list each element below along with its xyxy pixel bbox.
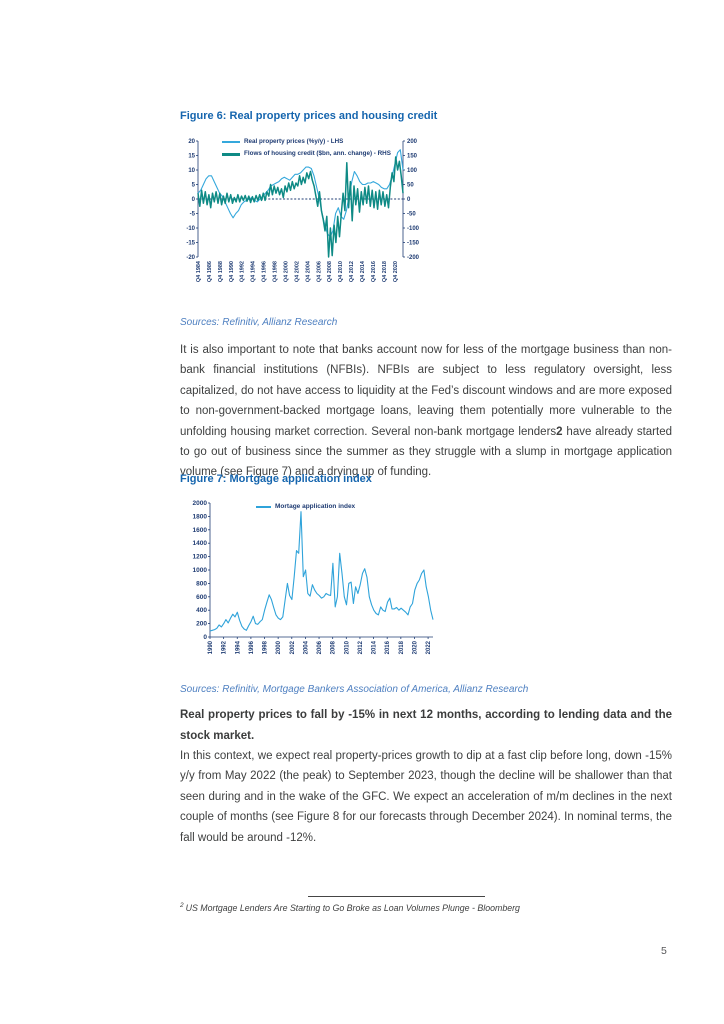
footnote-divider [308, 896, 485, 897]
svg-text:Q4 2016: Q4 2016 [371, 261, 377, 282]
svg-text:Q4 2002: Q4 2002 [294, 261, 300, 282]
svg-text:2016: 2016 [385, 640, 391, 654]
figure7-title: Figure 7: Mortgage application index [180, 473, 372, 485]
svg-text:2000: 2000 [276, 640, 282, 654]
footnote-text: US Mortgage Lenders Are Starting to Go B… [185, 902, 520, 913]
legend-swatch-housing-credit [222, 152, 240, 156]
svg-text:2020: 2020 [412, 640, 418, 654]
paragraph-nfbi: It is also important to note that banks … [180, 340, 672, 483]
svg-text:600: 600 [196, 594, 207, 601]
figure7-plot: 2000180016001400120010008006004002000199… [193, 500, 434, 654]
svg-text:200: 200 [407, 139, 418, 145]
svg-text:-10: -10 [186, 226, 195, 232]
svg-text:1996: 1996 [249, 640, 255, 654]
svg-text:1000: 1000 [193, 567, 208, 574]
svg-text:50: 50 [407, 183, 414, 189]
svg-text:-5: -5 [190, 212, 196, 218]
legend-label-property-prices: Real property prices (%y/y) - LHS [244, 138, 344, 145]
svg-text:2004: 2004 [303, 640, 309, 654]
svg-text:2006: 2006 [317, 640, 323, 654]
svg-text:1600: 1600 [193, 527, 208, 534]
legend-swatch-mortgage-index [256, 506, 271, 508]
section-heading: Real property prices to fall by -15% in … [180, 709, 672, 742]
svg-text:20: 20 [188, 139, 195, 145]
paragraph-nfbi-text-end: have already started to go out of busine… [180, 425, 672, 479]
svg-text:1994: 1994 [235, 640, 241, 654]
svg-text:Q4 2014: Q4 2014 [360, 260, 366, 282]
legend-item-property-prices: Real property prices (%y/y) - LHS [222, 137, 391, 147]
legend-label-housing-credit: Flows of housing credit ($bn, ann. chang… [244, 149, 391, 157]
figure6-sources: Sources: Refinitiv, Allianz Research [180, 317, 338, 328]
svg-text:1998: 1998 [263, 640, 269, 654]
svg-text:-100: -100 [407, 226, 420, 232]
svg-text:100: 100 [407, 168, 418, 174]
svg-text:2014: 2014 [372, 640, 378, 654]
svg-text:Q4 1984: Q4 1984 [196, 260, 202, 282]
svg-text:Q4 1990: Q4 1990 [229, 261, 235, 282]
figure7-chart: 2000 1800 1600 1400 1200 1000 800 600 400 200 0 199… [184, 498, 436, 670]
svg-text:400: 400 [196, 607, 207, 614]
svg-text:-15: -15 [186, 241, 195, 247]
svg-text:Q4 2012: Q4 2012 [349, 261, 355, 282]
svg-text:10: 10 [188, 168, 195, 174]
svg-text:2008: 2008 [331, 640, 337, 654]
svg-text:2012: 2012 [358, 640, 364, 654]
footnote-marker: 2 [180, 902, 184, 909]
svg-text:1400: 1400 [193, 540, 208, 547]
svg-text:1800: 1800 [193, 513, 208, 520]
svg-text:Q4 2000: Q4 2000 [283, 261, 289, 282]
svg-text:Q4 1988: Q4 1988 [218, 261, 224, 282]
legend-swatch-property-prices [222, 141, 240, 143]
legend-label-mortgage-index: Mortage application index [275, 503, 356, 510]
svg-text:Q4 1986: Q4 1986 [207, 261, 213, 282]
svg-text:Q4 1992: Q4 1992 [240, 261, 246, 282]
footnote-marker-inline: 2 [556, 425, 563, 438]
svg-text:2002: 2002 [290, 640, 296, 654]
svg-text:0: 0 [407, 197, 411, 203]
paragraph-forecast: In this context, we expect real property… [180, 750, 672, 844]
svg-text:Q4 2018: Q4 2018 [382, 261, 388, 282]
svg-text:-150: -150 [407, 241, 420, 247]
svg-text:1990: 1990 [208, 640, 214, 654]
figure6-title: Figure 6: Real property prices and housi… [180, 110, 438, 122]
svg-text:2010: 2010 [344, 640, 350, 654]
svg-text:Q4 1996: Q4 1996 [262, 261, 268, 282]
footnote: 2 US Mortgage Lenders Are Starting to Go … [180, 902, 672, 913]
svg-text:-50: -50 [407, 212, 416, 218]
svg-text:Q4 2010: Q4 2010 [338, 261, 344, 282]
svg-text:0: 0 [203, 634, 207, 641]
figure7-legend: Mortage application index [256, 502, 355, 514]
svg-text:Q4 2020: Q4 2020 [393, 261, 399, 282]
svg-text:2000: 2000 [193, 500, 208, 507]
svg-text:0: 0 [192, 197, 196, 203]
svg-text:Q4 1994: Q4 1994 [251, 260, 257, 282]
page-number: 5 [661, 945, 667, 957]
svg-text:150: 150 [407, 154, 418, 160]
svg-text:-20: -20 [186, 255, 195, 261]
svg-text:1200: 1200 [193, 554, 208, 561]
legend-item-mortgage-index: Mortage application index [256, 502, 355, 512]
svg-text:5: 5 [192, 183, 196, 189]
svg-text:-200: -200 [407, 255, 420, 261]
legend-item-housing-credit: Flows of housing credit ($bn, ann. chang… [222, 149, 391, 159]
paragraph-nfbi-text: It is also important to note that banks … [180, 344, 672, 438]
figure6-plot: 20151050-5-10-15-20200150100500-50-100-1… [186, 139, 420, 282]
svg-text:Q4 2004: Q4 2004 [305, 260, 311, 282]
figure7-sources: Sources: Refinitiv, Mortgage Bankers Ass… [180, 684, 529, 695]
svg-text:2018: 2018 [399, 640, 405, 654]
figure6-chart: 20 15 10 5 0 -5 -10 -15 -20 200 150 100 50 0 -50 -100 -1… [184, 137, 424, 295]
svg-text:200: 200 [196, 621, 207, 628]
svg-text:Q4 2008: Q4 2008 [327, 261, 333, 282]
figure6-legend: Real property prices (%y/y) - LHS Flows … [222, 137, 391, 161]
svg-text:1992: 1992 [222, 640, 228, 654]
svg-text:800: 800 [196, 580, 207, 587]
svg-text:2022: 2022 [426, 640, 432, 654]
svg-text:Q4 1998: Q4 1998 [273, 261, 279, 282]
svg-text:Q4 2006: Q4 2006 [316, 261, 322, 282]
svg-text:15: 15 [188, 154, 195, 160]
